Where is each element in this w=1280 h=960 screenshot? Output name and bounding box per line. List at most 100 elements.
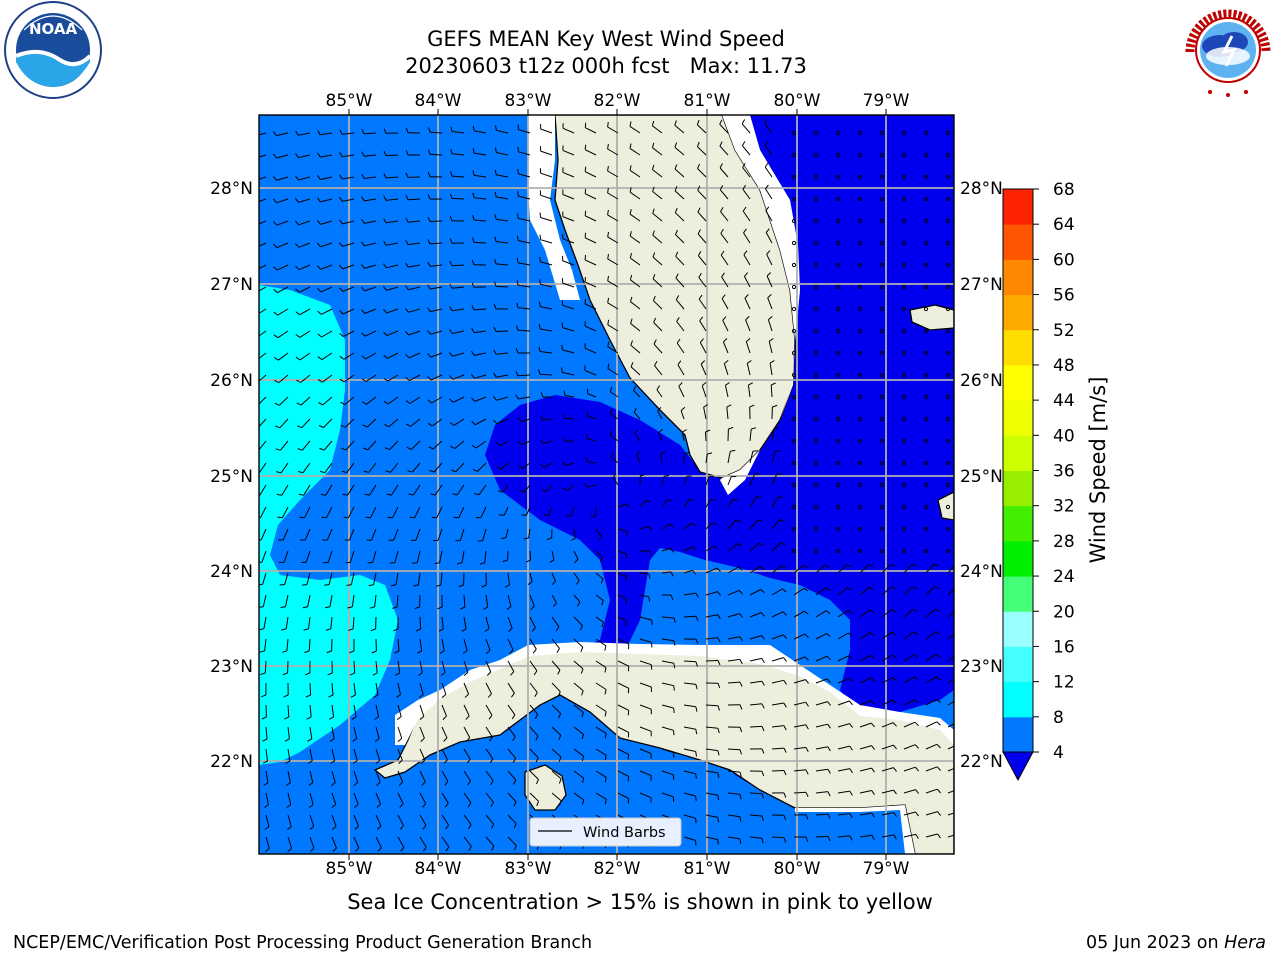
wind-barb-flag <box>460 606 466 610</box>
wind-barb <box>323 418 333 428</box>
wind-barb <box>529 682 538 693</box>
lon-label-bottom: 83°W <box>505 859 552 879</box>
wind-barb <box>282 506 289 518</box>
calm-barb <box>813 218 819 224</box>
wind-barb-flag <box>370 628 376 632</box>
wind-barb-flag <box>389 562 395 564</box>
wind-barb <box>463 792 472 804</box>
wind-barb <box>387 396 399 405</box>
wind-barb-flag <box>415 628 421 632</box>
wind-barb <box>276 242 289 249</box>
wind-barb <box>417 572 421 585</box>
wind-barb-flag <box>674 186 678 192</box>
wind-barb-flag <box>276 471 282 474</box>
wind-barb-flag <box>304 650 310 653</box>
wind-barb <box>630 279 641 288</box>
wind-barb-flag <box>712 522 718 526</box>
wind-barb-flag <box>449 421 455 426</box>
wind-barb-flag <box>890 586 896 590</box>
wind-barb <box>565 462 575 466</box>
wind-barb-flag <box>472 192 475 198</box>
wind-barb-flag <box>262 760 268 764</box>
calm-barb <box>901 526 907 532</box>
wind-barb <box>386 220 399 224</box>
wind-barb-flag <box>493 372 497 378</box>
wind-barb <box>452 308 465 312</box>
wind-barb-flag <box>493 419 498 425</box>
calm-barb <box>857 240 863 246</box>
wind-barb-flag <box>735 519 741 523</box>
wind-barb <box>815 746 828 750</box>
wind-barb-flag <box>699 316 704 322</box>
wind-barb <box>562 282 575 288</box>
wind-barb <box>368 462 377 473</box>
wind-barb <box>308 638 311 652</box>
wind-barb-flag <box>368 584 374 587</box>
wind-barb <box>727 681 741 684</box>
wind-barb-flag <box>913 631 919 636</box>
wind-barb <box>407 198 421 201</box>
wind-barb <box>342 242 355 247</box>
wind-barb-flag <box>350 694 356 698</box>
wind-barb-flag <box>512 736 516 742</box>
wind-barb-flag <box>695 840 697 846</box>
wind-barb <box>397 814 404 826</box>
wind-barb <box>612 477 619 486</box>
wind-barb <box>562 127 575 134</box>
wind-barb-flag <box>675 251 679 257</box>
wind-barb-flag <box>427 216 431 222</box>
wind-barb-flag <box>376 781 381 786</box>
wind-barb-flag <box>730 449 736 452</box>
colorbar-tick-label: 16 <box>1053 637 1075 657</box>
wind-barb-flag <box>658 428 664 433</box>
wind-barb <box>859 790 872 794</box>
wind-barb-flag <box>472 125 475 131</box>
wind-barb-flag <box>309 847 315 852</box>
wind-barb <box>304 506 311 518</box>
wind-barb <box>529 726 539 737</box>
wind-barb-flag <box>719 163 723 169</box>
wind-barb <box>521 440 531 446</box>
wind-barb <box>452 352 465 357</box>
wind-barb <box>265 792 269 805</box>
wind-barb-flag <box>870 654 875 659</box>
wind-barb-flag <box>274 402 280 406</box>
wind-barb <box>837 655 850 662</box>
calm-barb <box>879 416 885 422</box>
wind-barb-flag <box>302 606 308 609</box>
wind-barb-flag <box>720 250 725 256</box>
wind-barb <box>342 154 355 158</box>
wind-barb <box>705 454 708 464</box>
wind-barb <box>903 721 916 728</box>
wind-barb <box>320 264 333 270</box>
wind-barb <box>562 327 575 332</box>
wind-barb <box>412 484 421 496</box>
wind-barb-flag <box>354 803 359 808</box>
wind-barb-flag <box>934 608 940 612</box>
wind-barb-flag <box>517 440 523 446</box>
wind-barb <box>925 721 938 728</box>
wind-barb-flag <box>739 838 742 844</box>
wind-barb <box>947 610 954 618</box>
wind-barb-flag <box>494 236 497 242</box>
wind-barb-flag <box>805 701 809 707</box>
colorbar-tick-label: 20 <box>1053 602 1075 622</box>
wind-barb-flag <box>607 122 609 128</box>
calm-barb <box>901 284 907 290</box>
wind-barb-flag <box>601 622 604 628</box>
wind-barb <box>562 371 575 376</box>
wind-barb <box>419 748 426 761</box>
wind-barb-flag <box>513 845 517 851</box>
lon-label-top: 82°W <box>594 91 641 111</box>
wind-barb <box>321 308 333 315</box>
wind-barb-flag <box>297 448 303 451</box>
wind-barb <box>517 329 531 332</box>
wind-barb <box>276 198 289 204</box>
wind-barb <box>584 171 597 178</box>
wind-barb-flag <box>516 257 519 263</box>
wind-barb <box>331 770 336 783</box>
calm-barb <box>813 482 819 488</box>
wind-barb-flag <box>308 782 314 786</box>
wind-barb <box>278 374 289 384</box>
wind-barb <box>656 389 663 398</box>
